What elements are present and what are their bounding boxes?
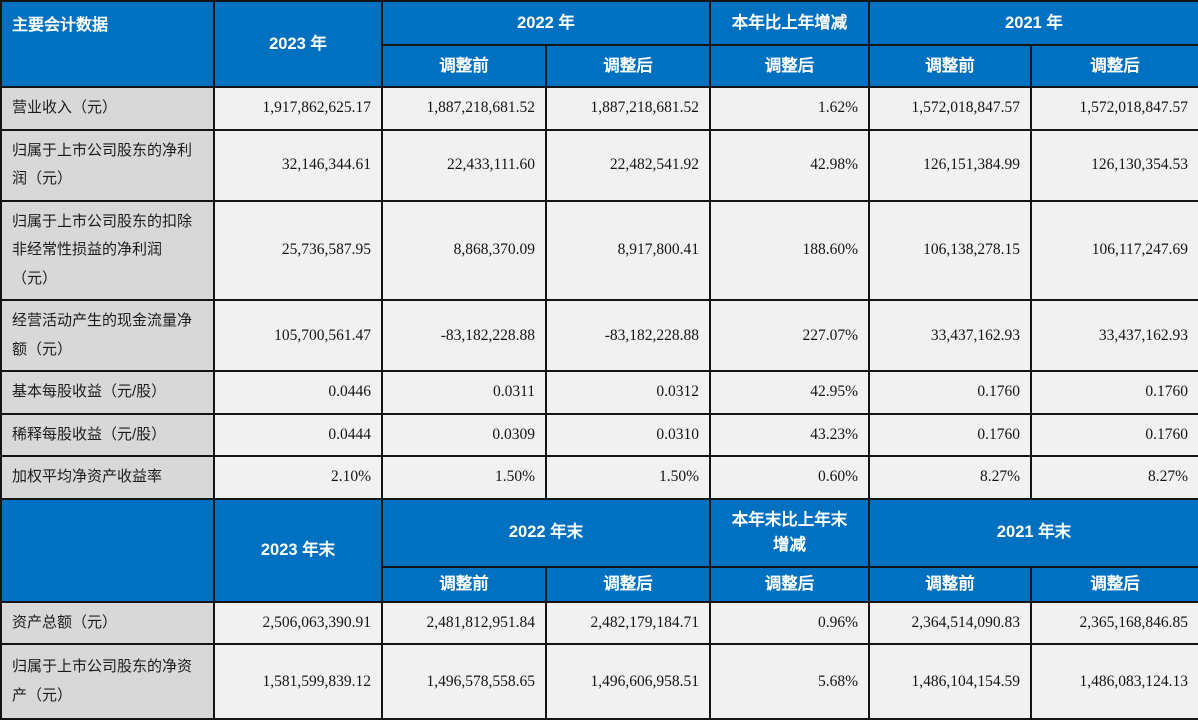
cell-value: 22,482,541.92 [544, 128, 712, 202]
cell-value: 0.96% [709, 600, 871, 645]
cell-value: 22,433,111.60 [381, 128, 547, 202]
cell-value: 33,437,162.93 [868, 299, 1033, 372]
cell-value: 1,572,018,847.57 [1030, 86, 1198, 131]
cell-value: -83,182,228.88 [544, 299, 712, 372]
row-label: 归属于上市公司股东的净利润（元） [0, 128, 215, 202]
cell-value: 1.50% [381, 455, 547, 500]
cell-value: 8,868,370.09 [381, 199, 547, 301]
header-year-2022: 2022 年 [380, 0, 712, 46]
cell-value: 0.1760 [868, 412, 1033, 457]
cell-value: 0.0444 [213, 412, 383, 457]
header-yearend-change: 本年末比上年末增减 [709, 497, 871, 568]
cell-value: 43.23% [709, 412, 871, 457]
cell-value: 106,138,278.15 [868, 199, 1033, 301]
subheader-2022-after: 调整后 [544, 44, 712, 88]
row-label: 经营活动产生的现金流量净额（元） [0, 299, 215, 372]
subheader2-2022-before: 调整前 [381, 565, 547, 603]
cell-value: 1.50% [544, 455, 712, 500]
cell-value: 2,481,812,951.84 [381, 600, 547, 645]
cell-value: 5.68% [709, 643, 871, 720]
table-row: 归属于上市公司股东的净利润（元） 32,146,344.61 22,433,11… [0, 128, 1198, 202]
cell-value: 1.62% [709, 86, 871, 131]
cell-value: 1,572,018,847.57 [868, 86, 1033, 131]
row-label: 归属于上市公司股东的扣除非经常性损益的净利润（元） [0, 199, 215, 301]
cell-value: 32,146,344.61 [213, 128, 383, 202]
cell-value: 126,130,354.53 [1030, 128, 1198, 202]
cell-value: 105,700,561.47 [213, 299, 383, 372]
cell-value: 227.07% [709, 299, 871, 372]
cell-value: 8,917,800.41 [544, 199, 712, 301]
table-row: 稀释每股收益（元/股） 0.0444 0.0309 0.0310 43.23% … [0, 412, 1198, 457]
subheader2-2021-after: 调整后 [1030, 565, 1198, 603]
cell-value: 25,736,587.95 [213, 199, 383, 301]
cell-value: 1,496,606,958.51 [544, 643, 712, 720]
cell-value: 2,365,168,846.85 [1030, 600, 1198, 645]
cell-value: 0.0446 [213, 370, 383, 415]
cell-value: 0.1760 [1030, 412, 1198, 457]
cell-value: -83,182,228.88 [381, 299, 547, 372]
header-year-end-2023: 2023 年末 [213, 497, 383, 603]
table-title-2 [0, 497, 215, 603]
cell-value: 1,496,578,558.65 [381, 643, 547, 720]
header-year-2023: 2023 年 [213, 0, 383, 88]
row-label: 资产总额（元） [0, 600, 215, 645]
header-year-end-2022: 2022 年末 [380, 497, 712, 568]
cell-value: 42.95% [709, 370, 871, 415]
cell-value: 8.27% [1030, 455, 1198, 500]
cell-value: 0.60% [709, 455, 871, 500]
table-row: 加权平均净资产收益率 2.10% 1.50% 1.50% 0.60% 8.27%… [0, 455, 1198, 500]
subheader2-2022-after: 调整后 [544, 565, 712, 603]
subheader-2021-after: 调整后 [1030, 44, 1198, 88]
cell-value: 8.27% [868, 455, 1033, 500]
table-row: 归属于上市公司股东的净资产（元） 1,581,599,839.12 1,496,… [0, 643, 1198, 720]
subheader2-change-after: 调整后 [709, 565, 871, 603]
table-row: 资产总额（元） 2,506,063,390.91 2,481,812,951.8… [0, 600, 1198, 645]
table-row: 经营活动产生的现金流量净额（元） 105,700,561.47 -83,182,… [0, 299, 1198, 372]
cell-value: 1,486,104,154.59 [868, 643, 1033, 720]
cell-value: 2.10% [213, 455, 383, 500]
cell-value: 1,917,862,625.17 [213, 86, 383, 131]
cell-value: 2,506,063,390.91 [213, 600, 383, 645]
cell-value: 1,887,218,681.52 [381, 86, 547, 131]
cell-value: 0.0312 [544, 370, 712, 415]
row-label: 稀释每股收益（元/股） [0, 412, 215, 457]
table-title: 主要会计数据 [0, 0, 215, 88]
cell-value: 42.98% [709, 128, 871, 202]
cell-value: 0.0311 [381, 370, 547, 415]
cell-value: 2,482,179,184.71 [544, 600, 712, 645]
row-label: 营业收入（元） [0, 86, 215, 131]
header-year-2021: 2021 年 [868, 0, 1198, 46]
row-label: 加权平均净资产收益率 [0, 455, 215, 500]
subheader-change-after: 调整后 [709, 44, 871, 88]
table-row: 营业收入（元） 1,917,862,625.17 1,887,218,681.5… [0, 86, 1198, 131]
subheader-2022-before: 调整前 [381, 44, 547, 88]
cell-value: 1,581,599,839.12 [213, 643, 383, 720]
cell-value: 0.1760 [868, 370, 1033, 415]
subheader2-2021-before: 调整前 [868, 565, 1033, 603]
row-label: 基本每股收益（元/股） [0, 370, 215, 415]
row-label: 归属于上市公司股东的净资产（元） [0, 643, 215, 720]
cell-value: 126,151,384.99 [868, 128, 1033, 202]
table-row: 基本每股收益（元/股） 0.0446 0.0311 0.0312 42.95% … [0, 370, 1198, 415]
cell-value: 1,887,218,681.52 [544, 86, 712, 131]
header-year-end-2021: 2021 年末 [868, 497, 1198, 568]
cell-value: 33,437,162.93 [1030, 299, 1198, 372]
subheader-2021-before: 调整前 [868, 44, 1033, 88]
cell-value: 1,486,083,124.13 [1030, 643, 1198, 720]
cell-value: 0.0309 [381, 412, 547, 457]
header-yoy-change: 本年比上年增减 [709, 0, 871, 46]
cell-value: 2,364,514,090.83 [868, 600, 1033, 645]
cell-value: 188.60% [709, 199, 871, 301]
cell-value: 106,117,247.69 [1030, 199, 1198, 301]
table-row: 归属于上市公司股东的扣除非经常性损益的净利润（元） 25,736,587.95 … [0, 199, 1198, 301]
cell-value: 0.1760 [1030, 370, 1198, 415]
cell-value: 0.0310 [544, 412, 712, 457]
